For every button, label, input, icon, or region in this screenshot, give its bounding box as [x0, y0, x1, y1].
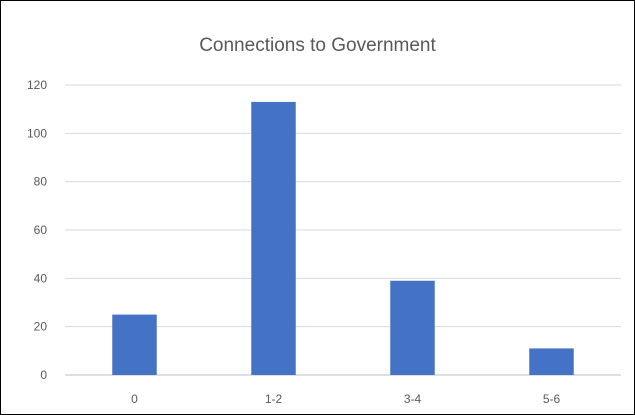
bar-0: [112, 314, 157, 375]
x-tick-label-1-2: 1-2: [265, 392, 283, 406]
y-tick-label-0: 0: [40, 368, 47, 382]
y-tick-label-100: 100: [27, 126, 47, 140]
x-tick-label-3-4: 3-4: [404, 392, 422, 406]
y-tick-label-60: 60: [34, 223, 48, 237]
x-tick-label-0: 0: [131, 392, 138, 406]
chart-title: Connections to Government: [199, 35, 436, 56]
y-tick-label-120: 120: [27, 78, 47, 92]
bar-1-2: [251, 101, 296, 376]
bar-3-4: [390, 280, 435, 375]
bar-5-6: [529, 348, 574, 375]
x-tick-label-5-6: 5-6: [543, 392, 561, 406]
y-tick-label-40: 40: [34, 271, 48, 285]
y-tick-label-20: 20: [34, 320, 48, 334]
y-tick-label-80: 80: [34, 175, 48, 189]
